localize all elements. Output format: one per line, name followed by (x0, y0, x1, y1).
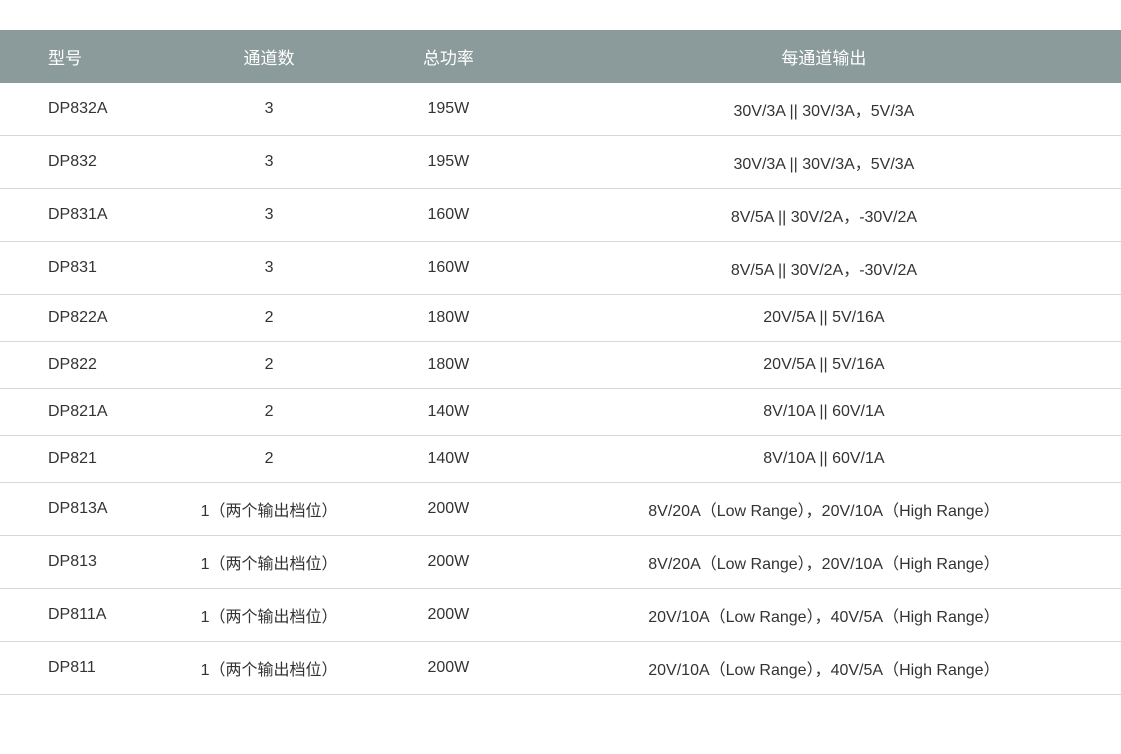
table-row: DP813 1（两个输出档位） 200W 8V/20A（Low Range），2… (0, 536, 1121, 589)
cell-power: 140W (370, 389, 527, 436)
cell-channels: 1（两个输出档位） (168, 536, 370, 589)
product-spec-table-container: 型号 通道数 总功率 每通道输出 DP832A 3 195W 30V/3A ||… (0, 30, 1121, 695)
table-row: DP832 3 195W 30V/3A || 30V/3A，5V/3A (0, 136, 1121, 189)
table-row: DP822A 2 180W 20V/5A || 5V/16A (0, 295, 1121, 342)
cell-model: DP813 (0, 536, 168, 589)
cell-output: 30V/3A || 30V/3A，5V/3A (527, 136, 1121, 189)
table-row: DP821A 2 140W 8V/10A || 60V/1A (0, 389, 1121, 436)
cell-power: 160W (370, 189, 527, 242)
table-row: DP811 1（两个输出档位） 200W 20V/10A（Low Range），… (0, 642, 1121, 695)
table-body: DP832A 3 195W 30V/3A || 30V/3A，5V/3A DP8… (0, 83, 1121, 695)
header-model: 型号 (0, 30, 168, 83)
table-header-row: 型号 通道数 总功率 每通道输出 (0, 30, 1121, 83)
cell-power: 140W (370, 436, 527, 483)
cell-model: DP813A (0, 483, 168, 536)
cell-output: 8V/20A（Low Range），20V/10A（High Range） (527, 536, 1121, 589)
cell-model: DP831 (0, 242, 168, 295)
table-header: 型号 通道数 总功率 每通道输出 (0, 30, 1121, 83)
cell-power: 200W (370, 589, 527, 642)
cell-output: 20V/5A || 5V/16A (527, 295, 1121, 342)
cell-output: 8V/5A || 30V/2A，-30V/2A (527, 242, 1121, 295)
table-row: DP821 2 140W 8V/10A || 60V/1A (0, 436, 1121, 483)
table-row: DP832A 3 195W 30V/3A || 30V/3A，5V/3A (0, 83, 1121, 136)
cell-power: 200W (370, 642, 527, 695)
cell-model: DP832 (0, 136, 168, 189)
cell-model: DP822 (0, 342, 168, 389)
cell-channels: 1（两个输出档位） (168, 642, 370, 695)
cell-model: DP811A (0, 589, 168, 642)
cell-channels: 1（两个输出档位） (168, 589, 370, 642)
cell-power: 200W (370, 483, 527, 536)
cell-power: 180W (370, 295, 527, 342)
cell-power: 195W (370, 83, 527, 136)
table-row: DP811A 1（两个输出档位） 200W 20V/10A（Low Range）… (0, 589, 1121, 642)
table-row: DP831 3 160W 8V/5A || 30V/2A，-30V/2A (0, 242, 1121, 295)
product-spec-table: 型号 通道数 总功率 每通道输出 DP832A 3 195W 30V/3A ||… (0, 30, 1121, 695)
cell-output: 20V/10A（Low Range），40V/5A（High Range） (527, 642, 1121, 695)
cell-channels: 2 (168, 342, 370, 389)
cell-channels: 3 (168, 242, 370, 295)
cell-power: 180W (370, 342, 527, 389)
cell-output: 20V/10A（Low Range），40V/5A（High Range） (527, 589, 1121, 642)
cell-channels: 2 (168, 389, 370, 436)
cell-output: 30V/3A || 30V/3A，5V/3A (527, 83, 1121, 136)
cell-model: DP831A (0, 189, 168, 242)
table-row: DP831A 3 160W 8V/5A || 30V/2A，-30V/2A (0, 189, 1121, 242)
cell-channels: 1（两个输出档位） (168, 483, 370, 536)
cell-model: DP832A (0, 83, 168, 136)
table-row: DP822 2 180W 20V/5A || 5V/16A (0, 342, 1121, 389)
cell-model: DP821 (0, 436, 168, 483)
cell-power: 200W (370, 536, 527, 589)
cell-output: 20V/5A || 5V/16A (527, 342, 1121, 389)
cell-output: 8V/20A（Low Range），20V/10A（High Range） (527, 483, 1121, 536)
header-channels: 通道数 (168, 30, 370, 83)
table-row: DP813A 1（两个输出档位） 200W 8V/20A（Low Range），… (0, 483, 1121, 536)
cell-output: 8V/10A || 60V/1A (527, 389, 1121, 436)
cell-model: DP811 (0, 642, 168, 695)
cell-channels: 2 (168, 295, 370, 342)
cell-power: 195W (370, 136, 527, 189)
cell-model: DP821A (0, 389, 168, 436)
cell-power: 160W (370, 242, 527, 295)
cell-output: 8V/5A || 30V/2A，-30V/2A (527, 189, 1121, 242)
header-power: 总功率 (370, 30, 527, 83)
cell-output: 8V/10A || 60V/1A (527, 436, 1121, 483)
cell-model: DP822A (0, 295, 168, 342)
header-output: 每通道输出 (527, 30, 1121, 83)
cell-channels: 3 (168, 83, 370, 136)
cell-channels: 2 (168, 436, 370, 483)
cell-channels: 3 (168, 189, 370, 242)
cell-channels: 3 (168, 136, 370, 189)
